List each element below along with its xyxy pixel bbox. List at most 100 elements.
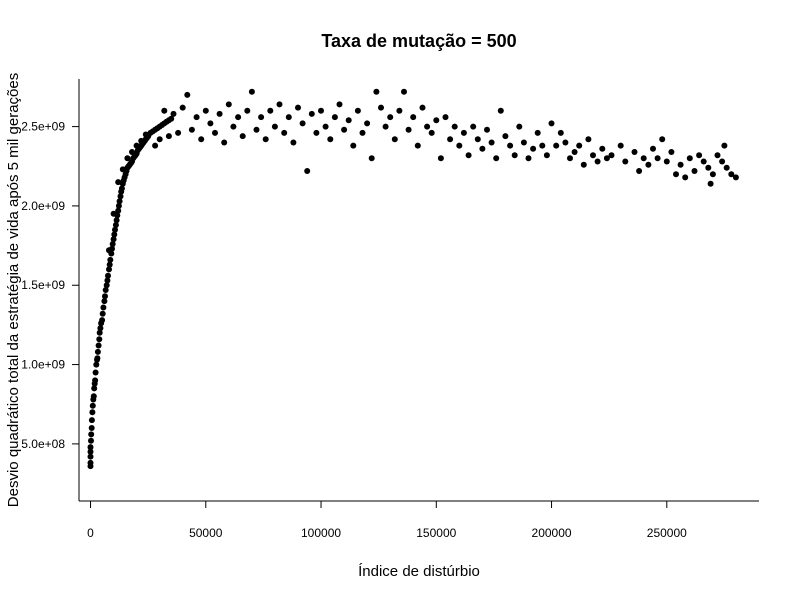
data-point [488,139,495,146]
data-point [640,155,647,162]
data-point [437,155,444,162]
data-point [622,158,629,165]
data-point [723,164,730,171]
data-point [636,168,643,174]
x-tick-label: 0 [87,526,94,540]
data-point [382,123,389,130]
data-point [548,120,555,127]
data-point [102,293,108,300]
data-point [110,210,117,217]
data-point [543,152,550,159]
data-point [460,129,467,136]
data-point [106,261,113,268]
data-point [603,155,610,162]
data-point [235,114,242,121]
data-point [87,453,94,460]
data-point [387,114,394,121]
data-point [465,152,472,159]
data-point [336,101,343,108]
data-point [212,129,218,136]
data-point [100,304,107,311]
data-point [290,139,297,146]
data-point [179,104,186,111]
data-point [313,129,320,136]
data-point [373,88,380,95]
data-point [428,129,435,136]
data-point [650,145,656,152]
data-point [410,114,417,121]
data-point [97,325,104,332]
data-point [345,117,352,124]
chart-title: Taxa de mutação = 500 [321,31,516,51]
data-point [170,110,177,117]
data-point [244,107,251,114]
data-point [216,110,223,117]
data-point [106,247,112,254]
data-point [188,126,195,133]
data-point [88,425,95,431]
data-point [109,241,116,247]
x-tick-label: 100000 [301,526,341,540]
data-point [530,145,537,152]
data-point [419,104,426,111]
data-point [94,348,101,355]
y-tick-label: 5.0e+08 [21,437,65,451]
x-tick-label: 200000 [532,526,572,540]
data-point [89,402,96,409]
data-point [654,155,661,162]
data-point [99,317,106,324]
data-point [184,91,191,98]
data-point [142,131,149,138]
data-point [331,114,338,121]
data-point [594,158,601,165]
data-point [318,107,324,114]
data-point [714,152,721,159]
data-point [470,123,477,130]
data-point [507,142,514,149]
data-point [631,149,638,155]
data-point [116,198,123,205]
data-point [645,161,652,168]
data-point [359,129,366,136]
data-point [110,236,117,243]
data-point [99,310,106,317]
x-tick-label: 50000 [189,526,223,540]
data-point [590,152,596,159]
data-point [138,137,145,144]
data-point [106,266,112,273]
data-point [327,136,334,143]
data-point [89,409,96,416]
data-point [405,126,412,133]
data-point [696,152,703,159]
data-point [341,126,348,133]
data-point [87,448,94,455]
data-point [115,202,122,209]
data-point [271,123,278,130]
data-point [92,377,99,384]
data-point [202,107,209,114]
data-point [732,174,739,181]
data-point [705,164,712,171]
data-point [682,174,689,181]
data-point [721,142,728,149]
data-point [115,179,122,186]
data-point [562,139,569,146]
data-point [442,114,449,121]
data-point [103,282,110,289]
data-point [659,136,666,143]
data-point [111,231,118,238]
y-tick-label: 2.0e+09 [21,199,65,213]
data-point [104,277,111,284]
data-point [295,104,301,111]
data-point [119,166,126,173]
data-point [580,161,587,168]
data-point [175,129,182,136]
data-point [267,107,274,114]
data-point [129,149,135,155]
data-point [221,139,228,146]
data-point [677,161,684,168]
data-point [401,88,407,95]
data-point [571,149,578,155]
data-point [709,171,716,178]
data-point [534,129,541,136]
